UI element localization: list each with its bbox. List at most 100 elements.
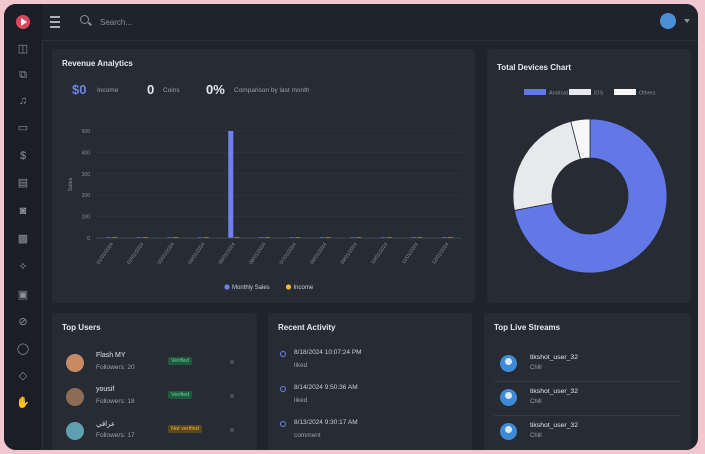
comparison-label: Comparison by last month xyxy=(234,87,310,94)
coins-label: Coins xyxy=(163,87,180,94)
revenue-bar-chart: 0 100 200 300 400 500 Sales 01/01/2024 02/01/202… xyxy=(68,129,462,291)
more-icon[interactable] xyxy=(230,360,234,364)
menu-icon[interactable] xyxy=(50,16,60,28)
legend-label: Monthly Sales xyxy=(232,285,270,291)
revenue-analytics-card: Revenue Analytics $0 Income 0 Coins 0% C… xyxy=(52,49,475,303)
collections-icon[interactable]: ◫ xyxy=(17,43,29,55)
bar-chart-icon[interactable]: ▩ xyxy=(17,233,29,245)
live-streams-card: Top Live Streams tikshot_user_32 Chill t… xyxy=(484,313,691,450)
stream-item[interactable]: tikshot_user_32 Chill xyxy=(500,354,680,384)
x-tick-label: 10/01/2024 xyxy=(370,242,389,266)
stream-category: Chill xyxy=(530,433,542,439)
x-tick-label: 08/01/2024 xyxy=(309,242,328,266)
legend-label: Others xyxy=(639,91,656,97)
more-icon[interactable] xyxy=(230,428,234,432)
x-tick-label: 07/01/2024 xyxy=(279,242,298,266)
activity-text: liked xyxy=(294,362,308,369)
user-name: yousif xyxy=(96,386,115,393)
status-badge: Not verified xyxy=(168,425,202,433)
user-avatar xyxy=(66,422,84,440)
revenue-title: Revenue Analytics xyxy=(62,59,133,68)
x-tick-label: 04/01/2024 xyxy=(187,242,206,266)
y-tick-label: 200 xyxy=(82,193,91,199)
x-tick-label: 06/01/2024 xyxy=(248,242,267,266)
y-tick-label: 400 xyxy=(82,150,91,156)
basket-icon[interactable]: ◙ xyxy=(19,205,27,217)
income-value: $0 xyxy=(72,82,87,97)
activity-time: 8/14/2024 9:50:36 AM xyxy=(294,384,358,391)
stream-user: tikshot_user_32 xyxy=(530,388,578,395)
stream-category: Chill xyxy=(530,399,542,405)
store-icon[interactable]: ▤ xyxy=(17,177,29,189)
copy-icon[interactable]: ⧉ xyxy=(19,69,27,81)
timeline-dot-icon xyxy=(280,421,286,427)
y-axis-label: Sales xyxy=(68,177,74,191)
chat-icon[interactable]: ◯ xyxy=(16,343,30,355)
user-followers: Followers: 18 xyxy=(96,398,135,405)
status-badge: Verified xyxy=(168,391,193,399)
income-label: Income xyxy=(97,87,119,94)
user-name: عراقي xyxy=(96,421,116,428)
divider xyxy=(494,415,681,416)
search-input[interactable] xyxy=(98,13,302,31)
activity-time: 8/13/2024 9:30:17 AM xyxy=(294,419,358,426)
y-tick-label: 500 xyxy=(82,129,91,135)
legend-marker xyxy=(285,284,292,290)
recent-activity-title: Recent Activity xyxy=(278,323,336,332)
user-row[interactable]: yousif Followers: 18 Verified xyxy=(66,386,246,412)
comparison-value: 0% xyxy=(206,82,225,97)
stream-user: tikshot_user_32 xyxy=(530,422,578,429)
app-window: ◫ ⧉ ♫ ▭ $ ▤ ◙ ▩ ✧ ▣ ⊘ ◯ ◇ ✋ Revenue Anal… xyxy=(4,4,698,450)
x-tick-label: 11/01/2024 xyxy=(401,242,420,266)
activity-text: comment xyxy=(294,432,321,439)
top-users-card: Top Users Flash MY Followers: 20 Verifie… xyxy=(52,313,257,450)
y-tick-label: 300 xyxy=(82,172,91,178)
hand-icon[interactable]: ✋ xyxy=(16,397,30,409)
status-badge: Verified xyxy=(168,357,193,365)
top-bar xyxy=(42,4,698,41)
ban-icon[interactable]: ⊘ xyxy=(18,316,28,328)
sidebar: ◫ ⧉ ♫ ▭ $ ▤ ◙ ▩ ✧ ▣ ⊘ ◯ ◇ ✋ xyxy=(4,4,43,450)
search-icon xyxy=(80,15,89,24)
x-tick-label: 03/01/2024 xyxy=(157,242,176,266)
activity-item[interactable]: 8/18/2024 10:07:24 PM liked xyxy=(280,349,460,379)
user-row[interactable]: Flash MY Followers: 20 Verified xyxy=(66,352,246,378)
sparkle-icon[interactable]: ✧ xyxy=(18,261,28,273)
user-avatar-icon xyxy=(500,423,517,440)
legend-label: Android xyxy=(549,91,568,97)
legend-marker xyxy=(569,89,591,95)
more-icon[interactable] xyxy=(230,394,234,398)
top-users-title: Top Users xyxy=(62,323,101,332)
stream-user: tikshot_user_32 xyxy=(530,354,578,361)
x-tick-label: 02/01/2024 xyxy=(126,242,145,266)
user-row[interactable]: عراقي Followers: 17 Not verified xyxy=(66,420,246,446)
activity-text: liked xyxy=(294,397,308,404)
music-note-icon[interactable]: ♫ xyxy=(18,95,28,107)
x-tick-label: 01/01/2024 xyxy=(96,242,115,266)
tag-icon[interactable]: ◇ xyxy=(18,370,28,382)
monitor-icon[interactable]: ▭ xyxy=(17,122,29,134)
dollar-icon[interactable]: $ xyxy=(19,150,27,162)
legend-label: iOS xyxy=(594,91,604,97)
stream-item[interactable]: tikshot_user_32 Chill xyxy=(500,422,680,450)
timeline-dot-icon xyxy=(280,386,286,392)
bar xyxy=(228,131,234,238)
folder-icon[interactable]: ▣ xyxy=(17,289,29,301)
divider xyxy=(494,381,681,382)
devices-card: Total Devices Chart Android iOS Others xyxy=(487,49,691,303)
activity-item[interactable]: 8/14/2024 9:50:36 AM liked xyxy=(280,384,460,414)
y-tick-label: 0 xyxy=(87,236,90,242)
stream-category: Chill xyxy=(530,365,542,371)
user-avatar-icon xyxy=(500,389,517,406)
devices-donut-chart: Total Devices Chart Android iOS Others xyxy=(497,63,668,274)
stream-item[interactable]: tikshot_user_32 Chill xyxy=(500,388,680,418)
activity-item[interactable]: 8/13/2024 9:30:17 AM comment xyxy=(280,419,460,449)
user-followers: Followers: 17 xyxy=(96,432,135,439)
timeline-dot-icon xyxy=(280,351,286,357)
app-logo-icon[interactable] xyxy=(16,15,30,29)
chevron-down-icon[interactable] xyxy=(684,19,690,23)
user-avatar[interactable] xyxy=(660,13,676,29)
user-name: Flash MY xyxy=(96,352,126,359)
x-tick-label: 05/01/2024 xyxy=(218,242,237,266)
legend-label: Income xyxy=(294,285,314,291)
